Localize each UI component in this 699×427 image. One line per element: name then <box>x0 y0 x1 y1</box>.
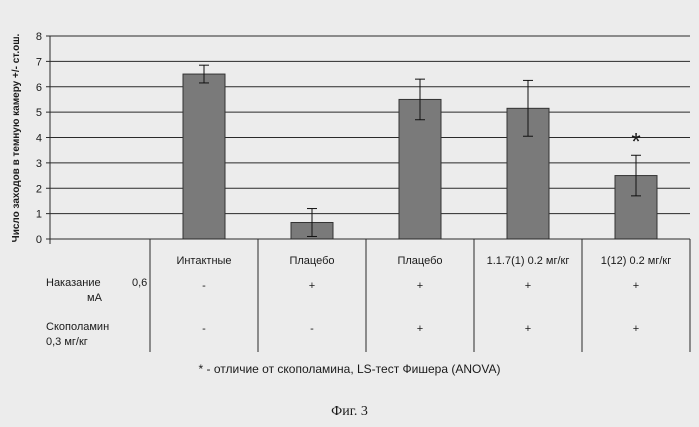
y-tick-label: 7 <box>36 56 42 68</box>
y-tick-label: 5 <box>36 107 42 119</box>
category-label: Плацебо <box>397 255 442 267</box>
y-tick-label: 1 <box>36 209 42 221</box>
table-cell: - <box>258 323 366 335</box>
table-cell: + <box>474 280 582 292</box>
table-cell: + <box>258 280 366 292</box>
footnote: * - отличие от скополамина, LS-тест Фише… <box>0 362 699 376</box>
bar <box>183 74 225 239</box>
category-label: Интактные <box>176 255 231 267</box>
bars: Интактные Плацебо Плацебо 1.1.7(1) 0.2 мг/к… <box>176 65 671 267</box>
y-tick-label: 8 <box>36 31 42 43</box>
table-cell: + <box>366 323 474 335</box>
y-axis-label: Число заходов в темную камеру +/- ст.ош. <box>11 33 22 242</box>
y-axis: 0 1 2 3 4 5 6 7 8 <box>36 31 50 246</box>
row-label-punishment: Наказание 0,6 мА <box>46 276 150 306</box>
table-cell: + <box>582 280 690 292</box>
row-label-punishment-value: 0,6 <box>132 276 147 291</box>
row-label-scopolamine-dose: 0,3 мг/кг <box>46 335 150 350</box>
y-tick-label: 6 <box>36 82 42 94</box>
row-label-punishment-unit: мА <box>46 291 150 306</box>
category-label: 1(12) 0.2 мг/кг <box>601 255 672 267</box>
row-label-scopolamine: Скополамин 0,3 мг/кг <box>46 320 150 350</box>
bar <box>399 99 441 239</box>
y-tick-label: 0 <box>36 234 42 246</box>
gridlines <box>50 36 690 214</box>
row-label-punishment-name: Наказание <box>46 277 101 289</box>
y-tick-label: 3 <box>36 158 42 170</box>
table-cell: + <box>474 323 582 335</box>
y-tick-label: 4 <box>36 133 42 145</box>
category-label: Плацебо <box>289 255 334 267</box>
table-cell: - <box>150 323 258 335</box>
row-label-scopolamine-name: Скополамин <box>46 320 150 335</box>
y-tick-label: 2 <box>36 183 42 195</box>
table-cell: + <box>366 280 474 292</box>
significance-star: * <box>631 128 640 155</box>
figure-label: Фиг. 3 <box>0 404 699 420</box>
table-cell: - <box>150 280 258 292</box>
category-label: 1.1.7(1) 0.2 мг/кг <box>487 255 570 267</box>
table-cell: + <box>582 323 690 335</box>
